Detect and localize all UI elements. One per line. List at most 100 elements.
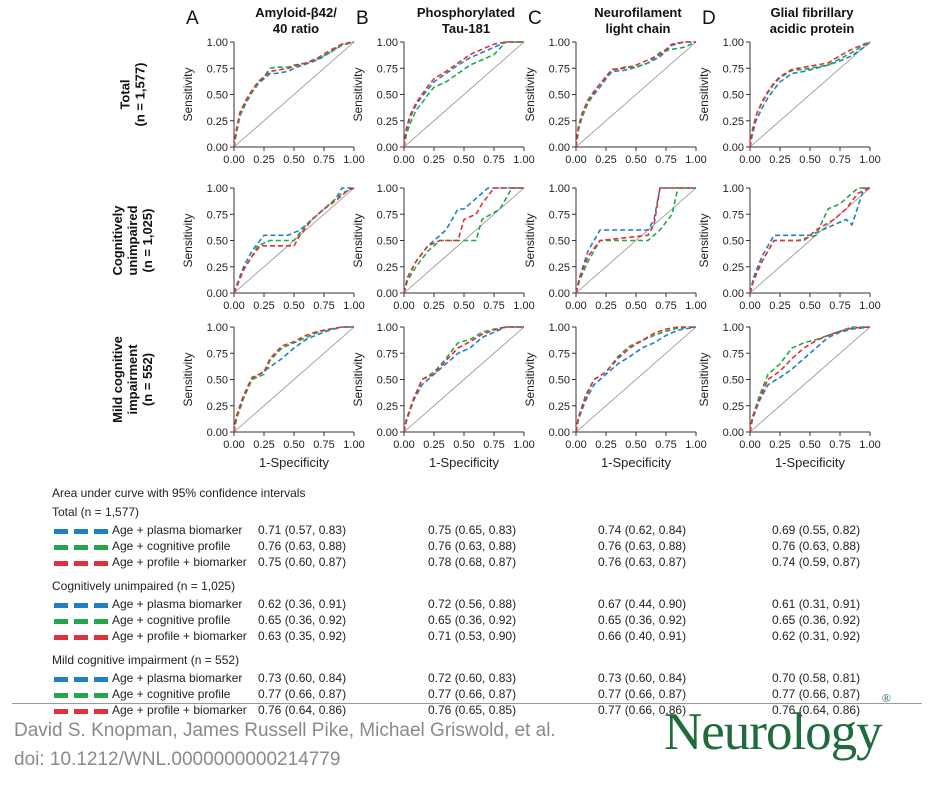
y-tick-label: 1.00 [723,183,744,195]
y-tick-label: 1.00 [723,322,744,334]
y-tick-label: 0.25 [377,116,398,128]
roc-curve-profile [575,41,697,148]
x-tick-label: 0.75 [655,300,676,312]
x-tick-label: 0.75 [829,439,850,451]
x-tick-label: 0.00 [223,300,244,312]
y-tick-label: 0.00 [207,142,228,154]
brand-name: Neurology [664,703,883,761]
y-tick-label: 0.25 [207,401,228,413]
y-axis-label: Sensitivity [523,352,537,406]
panel-title-line2: acidic protein [770,21,855,36]
x-tick-label: 0.50 [453,439,474,451]
y-axis-label: Sensitivity [697,352,711,406]
y-tick-label: 0.00 [549,142,570,154]
x-tick-label: 0.25 [595,439,616,451]
x-tick-label: 0.00 [739,439,760,451]
reference-line [749,41,871,148]
x-tick-label: 0.75 [313,300,334,312]
roc-curve-combined [575,187,696,294]
reference-line [575,41,697,148]
reference-line [749,187,871,294]
x-tick-label: 0.50 [283,439,304,451]
y-tick-label: 0.25 [723,401,744,413]
y-tick-label: 0.50 [549,90,570,102]
x-tick-label: 1.00 [859,300,880,312]
x-tick-label: 0.00 [393,300,414,312]
roc-curve-biomarker [233,326,354,433]
y-tick-label: 0.25 [207,116,228,128]
roc-curve-profile [403,326,524,433]
y-axis-label: Sensitivity [351,67,365,121]
y-tick-label: 0.00 [549,288,570,300]
reference-line [403,41,525,148]
x-tick-label: 0.25 [769,300,790,312]
y-tick-label: 0.75 [723,209,744,221]
y-tick-label: 0.75 [377,63,398,75]
roc-curve-biomarker [749,41,871,148]
panel-title-line1: Neurofilament [594,5,682,20]
x-tick-label: 0.25 [253,439,274,451]
x-tick-label: 1.00 [685,154,706,166]
x-tick-label: 0.75 [655,154,676,166]
x-tick-label: 0.50 [799,154,820,166]
y-tick-label: 0.00 [377,288,398,300]
y-tick-label: 1.00 [377,183,398,195]
reference-line [233,41,355,148]
y-tick-label: 0.50 [549,375,570,387]
x-tick-label: 0.75 [483,154,504,166]
x-tick-label: 0.00 [565,300,586,312]
y-tick-label: 0.25 [723,262,744,274]
y-tick-label: 0.50 [207,90,228,102]
roc-curve-biomarker [403,41,524,148]
y-tick-label: 0.50 [723,375,744,387]
panel-letter-B: B [356,8,369,29]
x-tick-label: 0.50 [625,154,646,166]
x-tick-label: 1.00 [513,154,534,166]
x-tick-label: 0.25 [423,154,444,166]
y-tick-label: 0.75 [723,348,744,360]
x-tick-label: 1.00 [859,439,880,451]
roc-curve-profile [403,41,524,148]
x-tick-label: 0.25 [595,300,616,312]
x-tick-label: 1.00 [513,300,534,312]
y-axis-label: Sensitivity [523,67,537,121]
y-axis-label: Sensitivity [351,352,365,406]
row-label-line: (n = 1,025) [140,209,155,273]
y-tick-label: 1.00 [549,322,570,334]
row-label-line: Total [118,79,133,109]
x-tick-label: 0.50 [799,439,820,451]
y-tick-label: 0.00 [207,427,228,439]
x-tick-label: 1.00 [343,439,364,451]
row-label-line: Cognitively [110,205,125,276]
x-tick-label: 0.25 [253,154,274,166]
x-tick-label: 0.25 [253,300,274,312]
y-tick-label: 0.50 [723,236,744,248]
y-tick-label: 0.25 [377,262,398,274]
roc-curve-combined [749,326,871,433]
x-tick-label: 0.50 [625,439,646,451]
roc-curve-biomarker [575,326,697,433]
y-tick-label: 0.75 [549,209,570,221]
roc-curve-combined [233,326,354,433]
roc-curve-profile [749,326,870,433]
y-tick-label: 0.50 [207,236,228,248]
roc-curve-profile [233,187,355,294]
x-tick-label: 0.25 [423,439,444,451]
reference-line [575,187,697,294]
reference-line [233,326,355,433]
y-tick-label: 0.75 [377,209,398,221]
roc-curve-combined [575,326,696,433]
panel-letter-D: D [702,8,716,29]
x-tick-label: 1.00 [343,154,364,166]
y-tick-label: 1.00 [207,183,228,195]
auc-value: 0.76 (0.64, 0.86) [258,703,347,717]
y-tick-label: 0.50 [723,90,744,102]
x-tick-label: 0.25 [423,300,444,312]
x-tick-label: 1.00 [685,439,706,451]
x-tick-label: 0.00 [393,439,414,451]
panel-letter-A: A [186,8,199,29]
x-tick-label: 0.75 [483,439,504,451]
y-axis-label: Sensitivity [351,213,365,267]
roc-curve-profile [575,187,696,294]
x-tick-label: 1.00 [685,300,706,312]
